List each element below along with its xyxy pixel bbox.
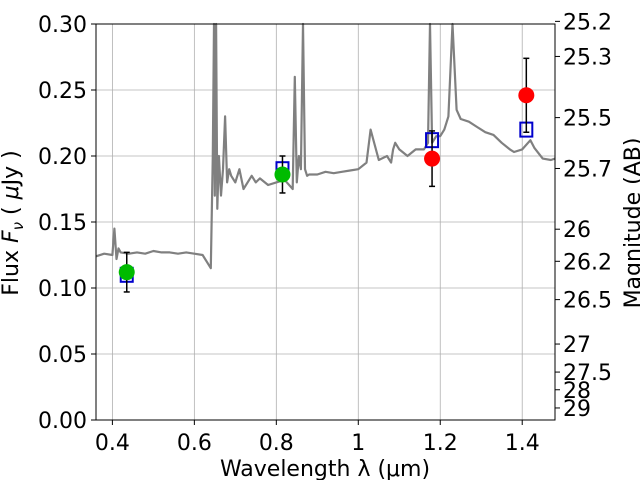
y-label-open: (: [0, 199, 24, 222]
x-tick-label: 1.2: [423, 431, 458, 456]
data-point: [424, 150, 441, 167]
right-tick-label: 25.7: [563, 157, 612, 182]
right-tick-label: 26.2: [563, 250, 612, 275]
y-tick-label: 0.20: [38, 145, 87, 170]
data-point: [518, 87, 535, 104]
x-tick-label: 0.8: [259, 431, 294, 456]
data-point: [118, 264, 135, 281]
right-tick-label: 25.3: [563, 45, 612, 70]
y-tick-label: 0.05: [38, 343, 87, 368]
y-tick-label: 0.10: [38, 277, 87, 302]
y-axis-label: Flux Fν ( μJy ): [0, 150, 27, 295]
y-tick-label: 0.25: [38, 79, 87, 104]
right-tick-label: 27.5: [563, 361, 612, 386]
right-tick-label: 25.2: [563, 10, 612, 35]
spectrum-line: [95, 22, 556, 270]
y-label-symbol: F: [0, 230, 24, 243]
right-tick-label: 26.5: [563, 289, 612, 314]
y-tick-label: 0.15: [38, 211, 87, 236]
right-tick-label: 28: [563, 379, 591, 404]
points-layer: [118, 57, 535, 293]
y-label-unit: Jy ): [0, 150, 24, 187]
data-point: [274, 166, 291, 183]
y-axis-ticks: 0.00 0.05 0.10 0.15 0.20 0.25 0.30: [38, 13, 96, 434]
y-label-prefix: Flux: [0, 243, 24, 296]
y-tick-label: 0.00: [38, 409, 87, 434]
right-tick-label: 26: [563, 218, 591, 243]
right-axis-label: Magnitude (AB): [621, 138, 640, 309]
y-label-subscript: ν: [9, 222, 27, 230]
y-tick-label: 0.30: [38, 13, 87, 38]
right-tick-label: 29: [563, 397, 591, 422]
x-tick-label: 0.4: [95, 431, 130, 456]
y-label-mu: μ: [0, 185, 24, 200]
x-axis-label: Wavelength λ (μm): [220, 457, 430, 480]
x-tick-label: 1.4: [505, 431, 540, 456]
right-tick-label: 25.5: [563, 107, 612, 132]
x-axis-ticks: 0.4 0.6 0.8 1 1.2 1.4: [95, 420, 540, 456]
spectrum-layer: [95, 22, 556, 270]
x-tick-label: 1: [351, 431, 365, 456]
right-tick-label: 27: [563, 333, 591, 358]
grid-lines: [96, 23, 555, 421]
x-tick-label: 0.6: [177, 431, 212, 456]
